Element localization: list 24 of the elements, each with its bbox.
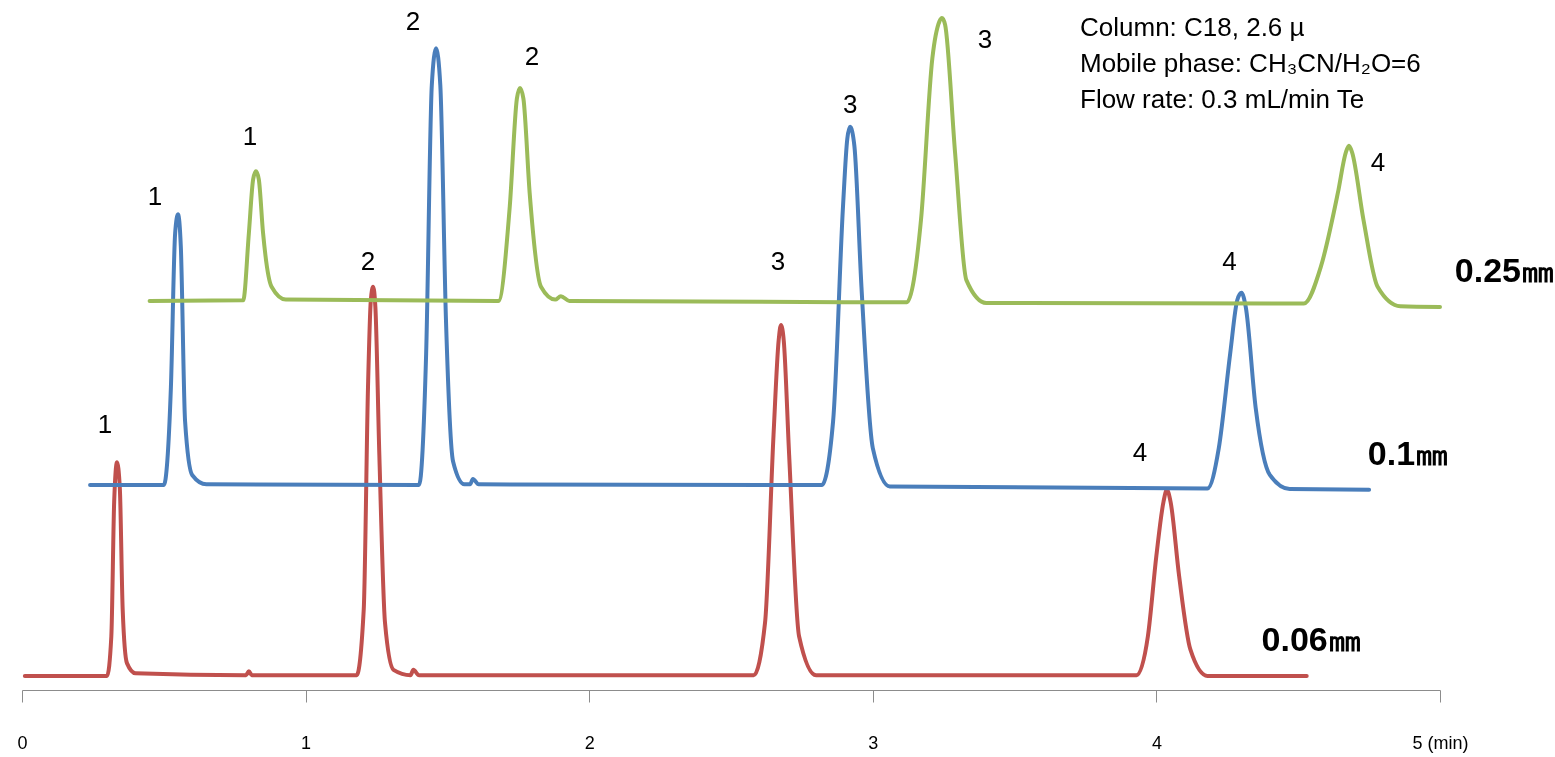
x-tick-label: 2 (584, 732, 595, 753)
x-tick-label: 4 (1151, 732, 1162, 753)
annotation: 4 (1370, 146, 1386, 177)
x-tick-label: 5 (min) (1412, 732, 1469, 753)
series-label: 0.06㎜ (1261, 619, 1362, 658)
series-label: 0.1㎜ (1367, 433, 1450, 472)
annotation: Column: C18, 2.6 µ (1080, 12, 1305, 42)
annotation: 4 (1132, 436, 1148, 467)
annotation: 1 (147, 181, 163, 212)
annotation: 3 (770, 246, 786, 277)
annotation: 2 (405, 6, 421, 37)
annotation: 4 (1222, 245, 1237, 276)
x-tick-label: 1 (301, 732, 312, 753)
x-tick-label: 3 (868, 732, 879, 753)
annotation: 2 (524, 40, 540, 71)
annotation: 1 (242, 121, 258, 152)
annotation: 2 (360, 245, 376, 276)
series-label: 0.25㎜ (1454, 250, 1555, 289)
annotation: Flow rate: 0.3 mL/min Te (1080, 84, 1365, 114)
annotation: 3 (842, 88, 858, 119)
annotation: Mobile phase: CH₃CN/H₂O=6 (1080, 48, 1421, 78)
x-tick-label: 0 (17, 732, 28, 753)
annotation: 3 (977, 24, 993, 54)
annotation: 1 (97, 409, 113, 440)
